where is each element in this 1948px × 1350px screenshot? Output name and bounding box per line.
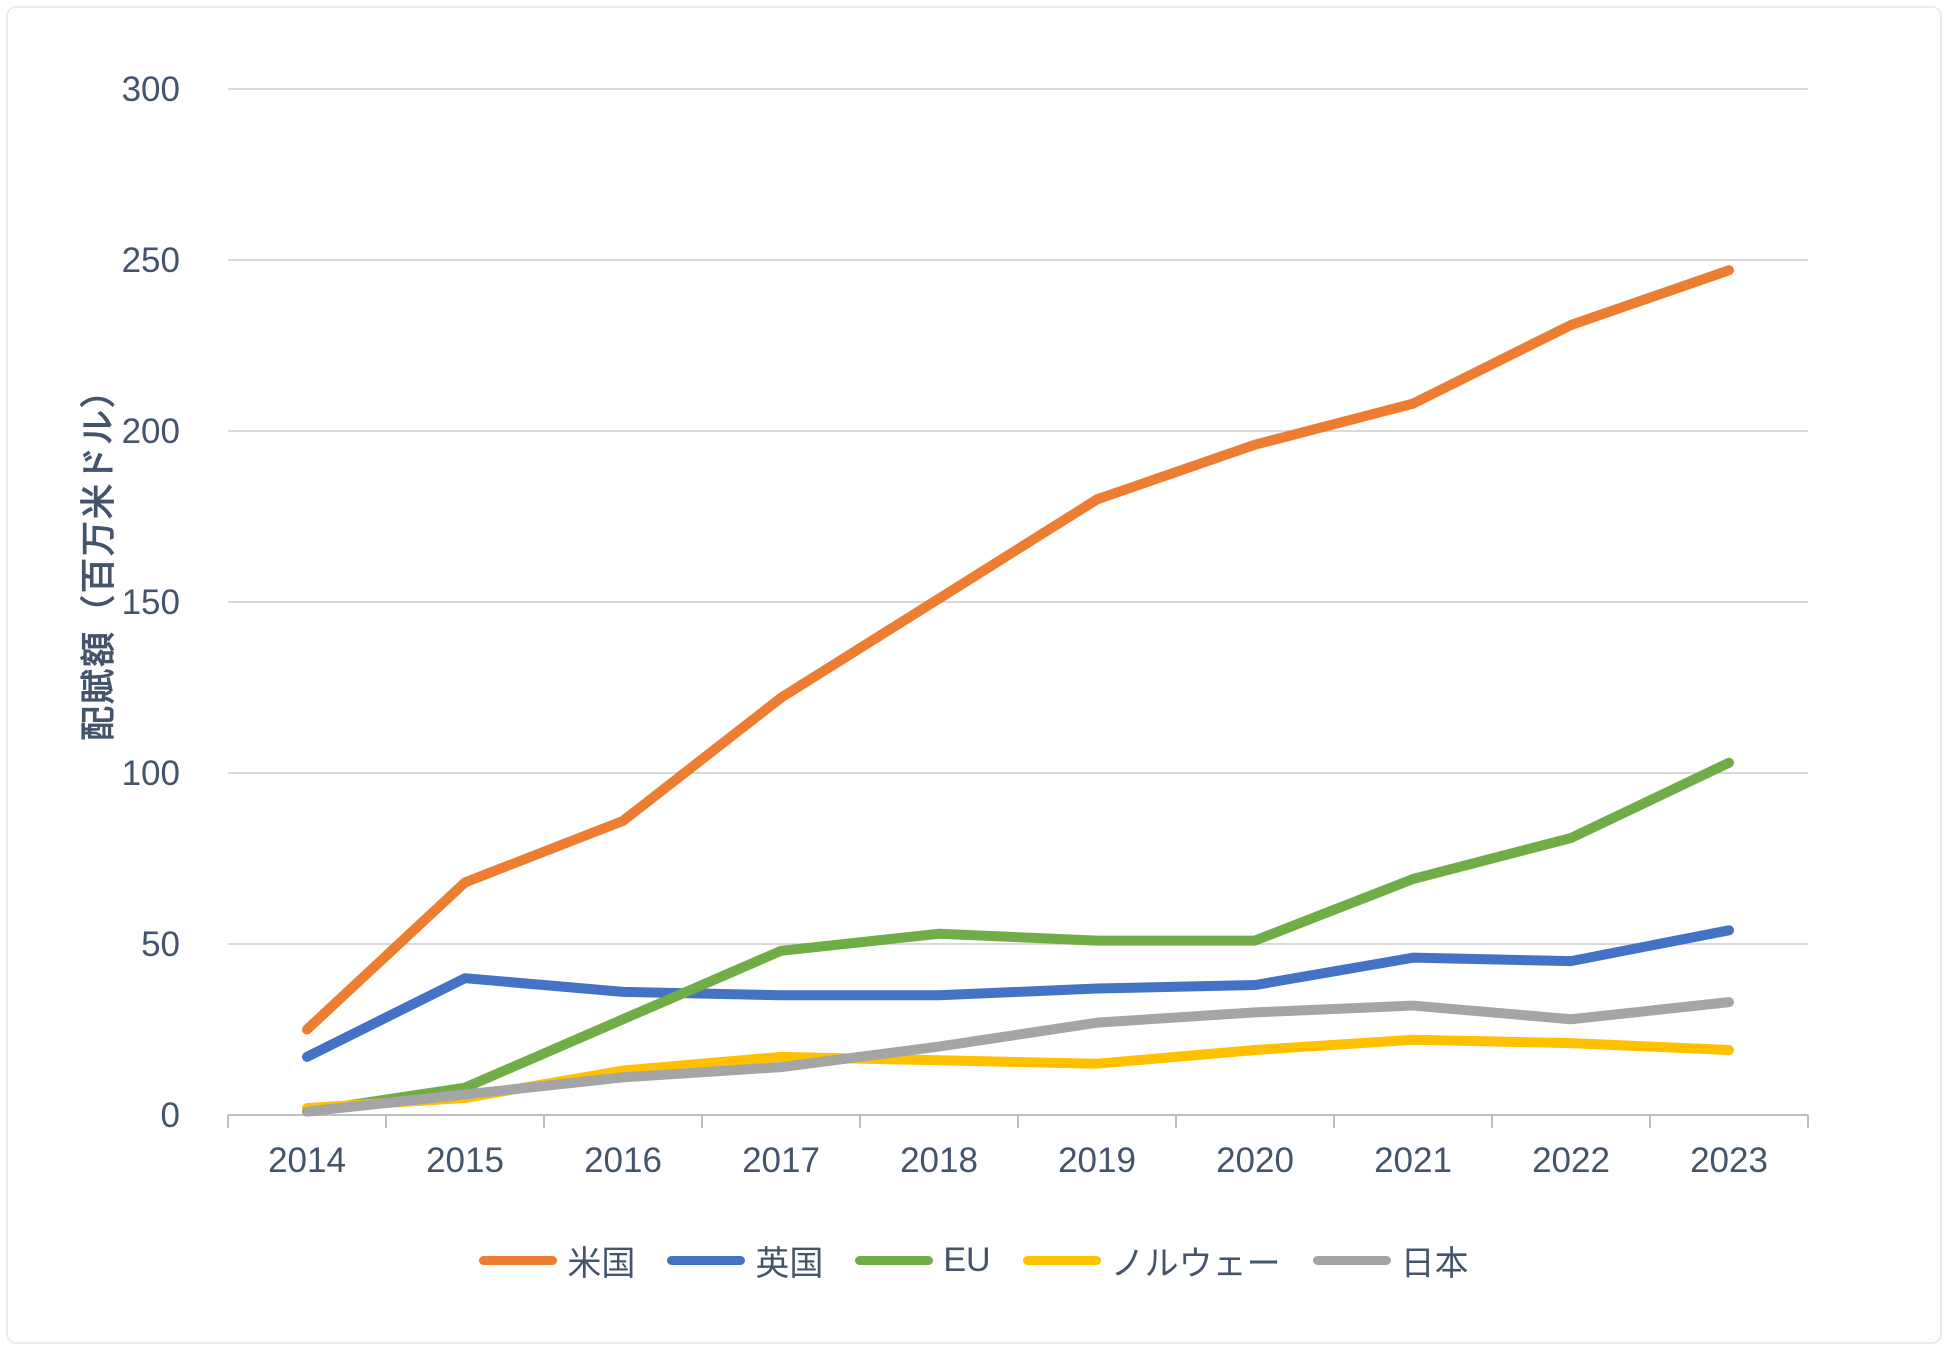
y-axis-title: 配賦額（百万米ドル） xyxy=(79,370,119,742)
x-tick-label: 2017 xyxy=(742,1141,820,1180)
series-line-eu xyxy=(302,757,1734,1117)
x-tick-label: 2023 xyxy=(1690,1141,1768,1180)
x-tick-label: 2019 xyxy=(1058,1141,1136,1180)
legend-label-usa: 米国 xyxy=(567,1245,636,1283)
legend-swatch-usa xyxy=(479,1256,558,1265)
series-line-norway xyxy=(302,1034,1734,1114)
legend-label-uk: 英国 xyxy=(755,1245,824,1283)
legend-swatch-eu xyxy=(855,1256,934,1265)
series-line-usa xyxy=(302,265,1734,1035)
y-tick-label: 300 xyxy=(122,70,180,109)
legend-item-eu: EU xyxy=(855,1241,991,1280)
y-tick-label: 100 xyxy=(122,754,180,793)
legend-item-norway: ノルウェー xyxy=(1022,1236,1281,1285)
legend-swatch-norway xyxy=(1022,1256,1101,1265)
y-tick-label: 150 xyxy=(122,583,180,622)
chart-frame xyxy=(6,6,1942,1344)
chart-legend: 米国 英国 EU ノルウェー 日本 xyxy=(0,1236,1948,1285)
y-tick-label: 200 xyxy=(122,412,180,451)
legend-swatch-uk xyxy=(667,1256,746,1265)
x-tick-label: 2018 xyxy=(900,1141,978,1180)
legend-item-uk: 英国 xyxy=(667,1236,823,1285)
x-tick-label: 2014 xyxy=(268,1141,346,1180)
legend-label-japan: 日本 xyxy=(1400,1245,1469,1283)
x-tick-label: 2020 xyxy=(1216,1141,1294,1180)
x-tick-label: 2022 xyxy=(1532,1141,1610,1180)
y-tick-label: 50 xyxy=(141,925,180,964)
y-tick-label: 250 xyxy=(122,241,180,280)
series-line-uk xyxy=(302,925,1734,1062)
legend-label-eu: EU xyxy=(943,1241,991,1279)
legend-swatch-japan xyxy=(1312,1256,1391,1265)
x-tick-label: 2016 xyxy=(584,1141,662,1180)
x-tick-label: 2015 xyxy=(426,1141,504,1180)
y-tick-label: 0 xyxy=(161,1096,180,1135)
x-tick-label: 2021 xyxy=(1374,1141,1452,1180)
legend-item-japan: 日本 xyxy=(1312,1236,1469,1285)
legend-item-usa: 米国 xyxy=(479,1236,635,1285)
series-line-japan xyxy=(302,997,1734,1117)
legend-label-norway: ノルウェー xyxy=(1110,1245,1281,1283)
